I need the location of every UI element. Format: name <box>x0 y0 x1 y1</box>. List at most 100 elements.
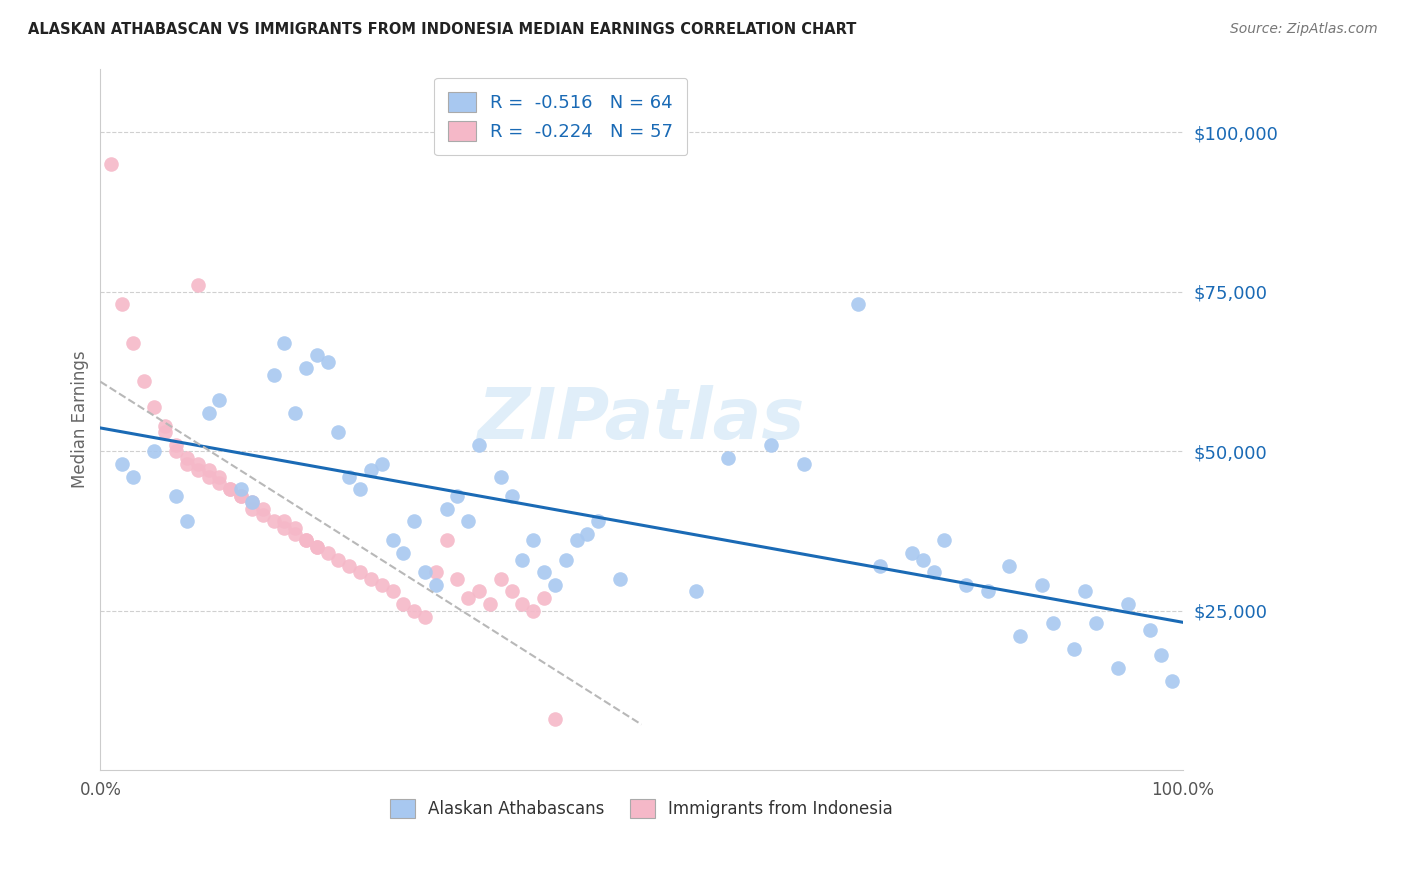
Point <box>349 483 371 497</box>
Point <box>165 489 187 503</box>
Point <box>176 514 198 528</box>
Point <box>501 489 523 503</box>
Point <box>328 552 350 566</box>
Point <box>1139 623 1161 637</box>
Point <box>489 572 512 586</box>
Point <box>501 584 523 599</box>
Text: ALASKAN ATHABASCAN VS IMMIGRANTS FROM INDONESIA MEDIAN EARNINGS CORRELATION CHAR: ALASKAN ATHABASCAN VS IMMIGRANTS FROM IN… <box>28 22 856 37</box>
Point <box>489 469 512 483</box>
Point <box>998 558 1021 573</box>
Point <box>155 418 177 433</box>
Point <box>284 406 307 420</box>
Point <box>273 521 295 535</box>
Point <box>284 527 307 541</box>
Point <box>295 361 318 376</box>
Point <box>446 572 468 586</box>
Point <box>922 566 945 580</box>
Point <box>360 463 382 477</box>
Point <box>132 374 155 388</box>
Point <box>425 566 447 580</box>
Point <box>305 540 328 554</box>
Point <box>100 157 122 171</box>
Point <box>305 540 328 554</box>
Y-axis label: Median Earnings: Median Earnings <box>72 351 89 488</box>
Point <box>263 368 285 382</box>
Point <box>143 444 166 458</box>
Point <box>934 533 956 548</box>
Point <box>305 349 328 363</box>
Point <box>392 597 415 611</box>
Point <box>977 584 1000 599</box>
Point <box>316 355 339 369</box>
Point <box>176 457 198 471</box>
Point <box>468 438 491 452</box>
Point <box>404 603 426 617</box>
Point <box>565 533 588 548</box>
Point <box>1010 629 1032 643</box>
Point <box>425 578 447 592</box>
Point <box>1107 661 1129 675</box>
Point <box>522 603 544 617</box>
Point <box>1118 597 1140 611</box>
Point <box>576 527 599 541</box>
Point <box>229 483 252 497</box>
Point <box>1074 584 1097 599</box>
Point <box>316 546 339 560</box>
Point <box>187 278 209 293</box>
Point <box>187 463 209 477</box>
Point <box>197 469 219 483</box>
Point <box>1042 616 1064 631</box>
Point <box>901 546 924 560</box>
Point <box>121 335 143 350</box>
Point <box>793 457 815 471</box>
Point <box>522 533 544 548</box>
Point <box>478 597 501 611</box>
Point <box>446 489 468 503</box>
Point <box>176 450 198 465</box>
Point <box>219 483 242 497</box>
Point <box>457 591 479 605</box>
Point <box>219 483 242 497</box>
Point <box>240 495 263 509</box>
Point <box>1150 648 1173 663</box>
Point <box>609 572 631 586</box>
Point <box>457 514 479 528</box>
Point <box>554 552 576 566</box>
Point <box>381 584 404 599</box>
Point <box>544 712 567 726</box>
Point <box>240 501 263 516</box>
Point <box>512 597 534 611</box>
Point <box>295 533 318 548</box>
Point <box>1031 578 1053 592</box>
Point <box>187 457 209 471</box>
Point <box>273 514 295 528</box>
Point <box>143 400 166 414</box>
Point <box>404 514 426 528</box>
Point <box>273 335 295 350</box>
Legend: Alaskan Athabascans, Immigrants from Indonesia: Alaskan Athabascans, Immigrants from Ind… <box>384 793 900 825</box>
Point <box>328 425 350 439</box>
Point <box>229 489 252 503</box>
Point <box>229 489 252 503</box>
Point <box>337 469 360 483</box>
Point <box>349 566 371 580</box>
Point <box>381 533 404 548</box>
Point <box>263 514 285 528</box>
Point <box>717 450 740 465</box>
Point <box>512 552 534 566</box>
Point <box>468 584 491 599</box>
Point <box>121 469 143 483</box>
Point <box>533 566 555 580</box>
Point <box>436 533 458 548</box>
Point <box>846 297 869 311</box>
Point <box>165 438 187 452</box>
Point <box>337 558 360 573</box>
Point <box>544 578 567 592</box>
Point <box>165 444 187 458</box>
Point <box>240 495 263 509</box>
Text: Source: ZipAtlas.com: Source: ZipAtlas.com <box>1230 22 1378 37</box>
Point <box>392 546 415 560</box>
Point <box>111 457 134 471</box>
Point <box>1063 641 1085 656</box>
Text: ZIPatlas: ZIPatlas <box>478 384 806 454</box>
